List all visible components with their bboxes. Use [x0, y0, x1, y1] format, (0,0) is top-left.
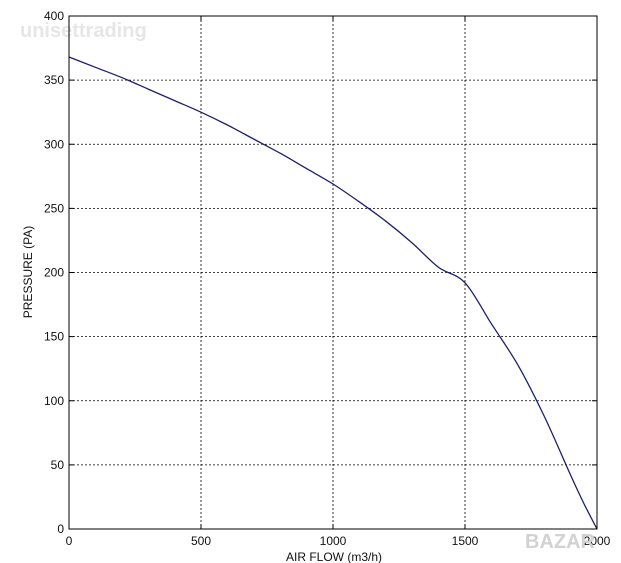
y-tick-label: 0 — [57, 522, 64, 536]
x-tick-label: 1000 — [320, 534, 347, 548]
y-tick-label: 100 — [44, 394, 64, 408]
y-tick-label: 400 — [44, 9, 64, 23]
y-tick-label: 350 — [44, 73, 64, 87]
y-tick-label: 150 — [44, 330, 64, 344]
x-tick-label: 0 — [66, 534, 73, 548]
x-tick-label: 500 — [191, 534, 211, 548]
y-tick-label: 300 — [44, 137, 64, 151]
watermark-top: unisettrading — [20, 20, 147, 42]
x-axis-label: AIR FLOW (m3/h) — [286, 550, 382, 563]
plot-frame — [68, 15, 598, 530]
y-tick-label: 50 — [51, 458, 65, 472]
y-tick-label: 200 — [44, 266, 64, 280]
y-axis-ticks: 0 50 100 150 200 250 300 350 400 — [44, 9, 597, 536]
y-axis-label: PRESSURE (PA) — [21, 226, 35, 318]
watermark-bottom: BAZAR — [525, 531, 596, 553]
x-tick-label: 1500 — [452, 534, 479, 548]
grid-lines — [69, 16, 597, 529]
series-layer — [68, 56, 598, 530]
pressure-curve — [68, 56, 598, 530]
y-tick-label: 250 — [44, 201, 64, 215]
x-axis-ticks: 0 500 1000 1500 2000 — [66, 16, 611, 548]
x-tick-label: 2000 — [584, 534, 611, 548]
